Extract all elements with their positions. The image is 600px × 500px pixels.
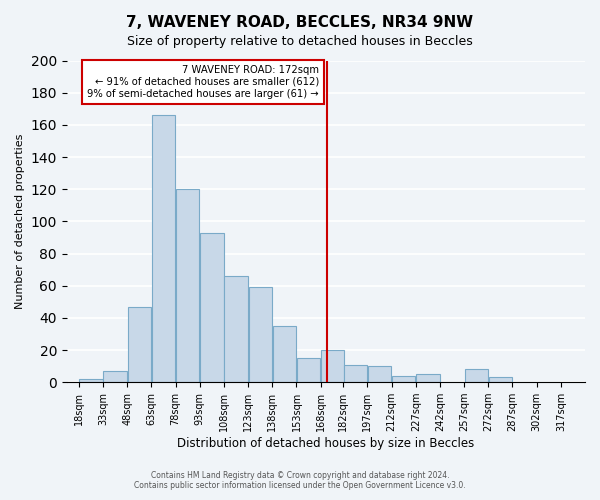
Bar (248, 288, 272, 382)
Bar (224, 276, 248, 382)
Bar (79, 379, 103, 382)
Text: Contains HM Land Registry data © Crown copyright and database right 2024.
Contai: Contains HM Land Registry data © Crown c… (134, 470, 466, 490)
Text: 7 WAVENEY ROAD: 172sqm
← 91% of detached houses are smaller (612)
9% of semi-det: 7 WAVENEY ROAD: 172sqm ← 91% of detached… (88, 66, 319, 98)
Bar (103, 371, 127, 382)
Bar (272, 326, 296, 382)
Bar (344, 364, 367, 382)
Text: Size of property relative to detached houses in Beccles: Size of property relative to detached ho… (127, 35, 473, 48)
X-axis label: Distribution of detached houses by size in Beccles: Distribution of detached houses by size … (177, 437, 475, 450)
Y-axis label: Number of detached properties: Number of detached properties (15, 134, 25, 309)
Bar (152, 115, 175, 382)
Bar (321, 350, 344, 382)
Text: 7, WAVENEY ROAD, BECCLES, NR34 9NW: 7, WAVENEY ROAD, BECCLES, NR34 9NW (127, 15, 473, 30)
Bar (488, 378, 512, 382)
Bar (200, 232, 224, 382)
Bar (464, 370, 488, 382)
Bar (392, 376, 415, 382)
Bar (368, 366, 391, 382)
Bar (176, 189, 199, 382)
Bar (416, 374, 440, 382)
Bar (128, 306, 151, 382)
Bar (297, 358, 320, 382)
